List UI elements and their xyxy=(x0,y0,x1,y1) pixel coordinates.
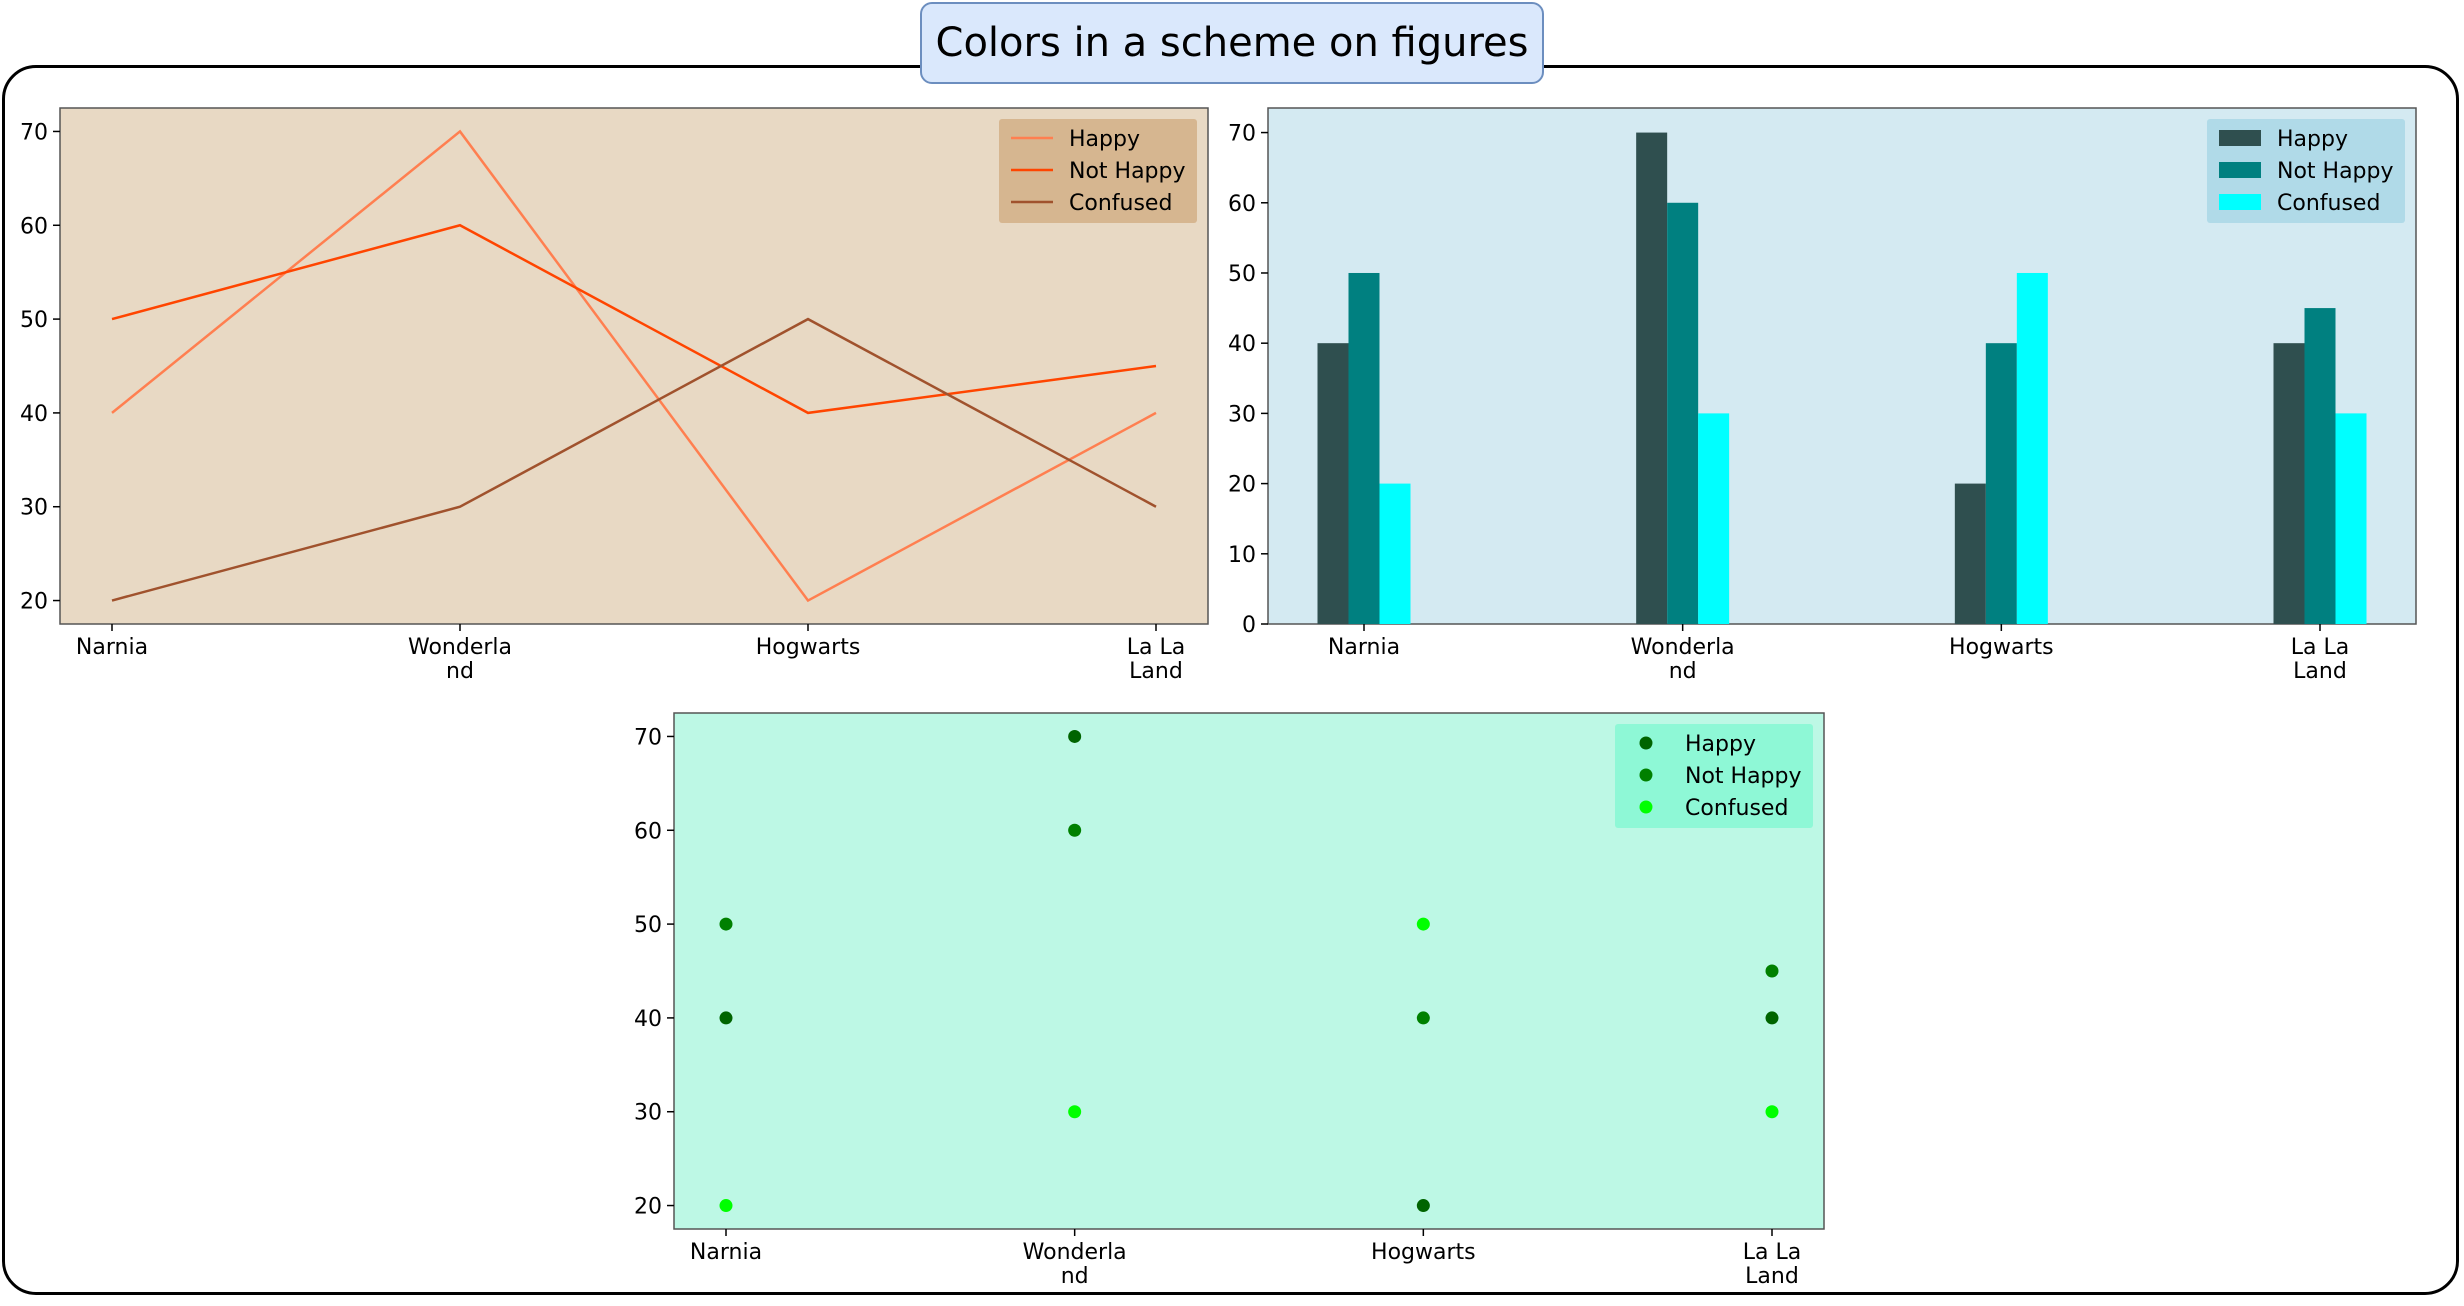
x-tick-label: Wonderla nd xyxy=(408,635,512,684)
legend-swatch xyxy=(2219,194,2261,210)
y-tick-label: 0 xyxy=(1242,613,1256,638)
x-tick-label: Narnia xyxy=(1328,635,1400,660)
scatter-point xyxy=(1416,1011,1430,1025)
legend: Happy Not Happy Confused xyxy=(999,119,1197,223)
bar xyxy=(2304,308,2336,624)
legend-swatch xyxy=(1639,800,1653,814)
scatter-point xyxy=(1765,1011,1779,1025)
bar xyxy=(1985,343,2017,624)
y-tick-label: 40 xyxy=(1228,332,1256,357)
series-line xyxy=(111,223,1157,415)
figure-title: Colors in a scheme on figures xyxy=(920,2,1544,84)
chart-bar: 0 10 20 30 40 50 60 70 Narnia Wonderla nd Hogwarts L… xyxy=(1228,107,2417,684)
y-tick-label: 30 xyxy=(634,1101,662,1126)
bar xyxy=(1348,272,1380,624)
x-tick-label: Wonderla nd xyxy=(1023,1240,1127,1289)
legend-box xyxy=(1615,724,1813,828)
y-tick-label: 40 xyxy=(634,1007,662,1032)
y-tick-label: 20 xyxy=(634,1195,662,1220)
y-tick-label: 50 xyxy=(20,308,48,333)
y-tick-label: 60 xyxy=(20,214,48,239)
x-tick-label: Narnia xyxy=(690,1240,762,1265)
y-tick-label: 30 xyxy=(20,496,48,521)
y-tick-label: 60 xyxy=(1228,192,1256,217)
legend-swatch xyxy=(1639,736,1653,750)
scatter-point xyxy=(1068,1105,1082,1119)
bar xyxy=(1698,413,1730,624)
bar xyxy=(1667,202,1699,624)
legend-label: Happy xyxy=(1685,732,1756,757)
legend: Happy Not Happy Confused xyxy=(1615,724,1813,828)
x-tick-label: La La Land xyxy=(1743,1240,1801,1289)
legend-label: Not Happy xyxy=(1069,159,1186,184)
legend-swatch xyxy=(1639,768,1653,782)
legend-box xyxy=(999,119,1197,223)
legend-label: Happy xyxy=(2277,127,2348,152)
legend-label: Not Happy xyxy=(1685,764,1802,789)
x-tick-label: Wonderla nd xyxy=(1631,635,1735,684)
legend-swatch xyxy=(2219,162,2261,178)
scatter-point xyxy=(1068,729,1082,743)
x-tick-label: La La Land xyxy=(2291,635,2349,684)
legend-label: Confused xyxy=(2277,191,2380,216)
bar xyxy=(1317,343,1349,624)
scatter-point xyxy=(719,1011,733,1025)
y-tick-label: 20 xyxy=(20,590,48,615)
bar xyxy=(2273,343,2305,624)
legend-label: Happy xyxy=(1069,127,1140,152)
scatter-point xyxy=(719,917,733,931)
y-tick-label: 20 xyxy=(1228,473,1256,498)
bar xyxy=(1636,132,1668,625)
legend-label: Not Happy xyxy=(2277,159,2394,184)
bar xyxy=(1379,483,1411,624)
bar xyxy=(2016,272,2048,624)
y-tick-label: 60 xyxy=(634,819,662,844)
x-tick-label: Narnia xyxy=(76,635,148,660)
x-tick-label: Hogwarts xyxy=(756,635,861,660)
y-tick-label: 40 xyxy=(20,402,48,427)
scatter-point xyxy=(1765,964,1779,978)
series-line xyxy=(111,317,1157,602)
legend-label: Confused xyxy=(1685,796,1788,821)
scatter-point xyxy=(719,1199,733,1213)
bar xyxy=(1954,483,1986,624)
x-tick-label: Hogwarts xyxy=(1371,1240,1476,1265)
y-tick-label: 10 xyxy=(1228,543,1256,568)
x-tick-label: Hogwarts xyxy=(1949,635,2054,660)
y-tick-label: 50 xyxy=(634,913,662,938)
chart-scatter: 20 30 40 50 60 70 Narnia Wonderla nd Hogwarts La L… xyxy=(634,712,1825,1289)
legend: Happy Not Happy Confused xyxy=(2207,119,2405,223)
y-tick-label: 50 xyxy=(1228,262,1256,287)
y-tick-label: 30 xyxy=(1228,402,1256,427)
scatter-point xyxy=(1416,1199,1430,1213)
scatter-point xyxy=(1416,917,1430,931)
legend-swatch xyxy=(2219,130,2261,146)
y-tick-label: 70 xyxy=(634,725,662,750)
scatter-point xyxy=(1068,823,1082,837)
chart-line: 20 30 40 50 60 70 Narnia Wonderla nd Hogwarts La L… xyxy=(20,107,1209,684)
y-tick-label: 70 xyxy=(1228,122,1256,147)
y-tick-label: 70 xyxy=(20,120,48,145)
legend-label: Confused xyxy=(1069,191,1172,216)
x-tick-label: La La Land xyxy=(1127,635,1185,684)
bar xyxy=(2335,413,2367,624)
scatter-point xyxy=(1765,1105,1779,1119)
